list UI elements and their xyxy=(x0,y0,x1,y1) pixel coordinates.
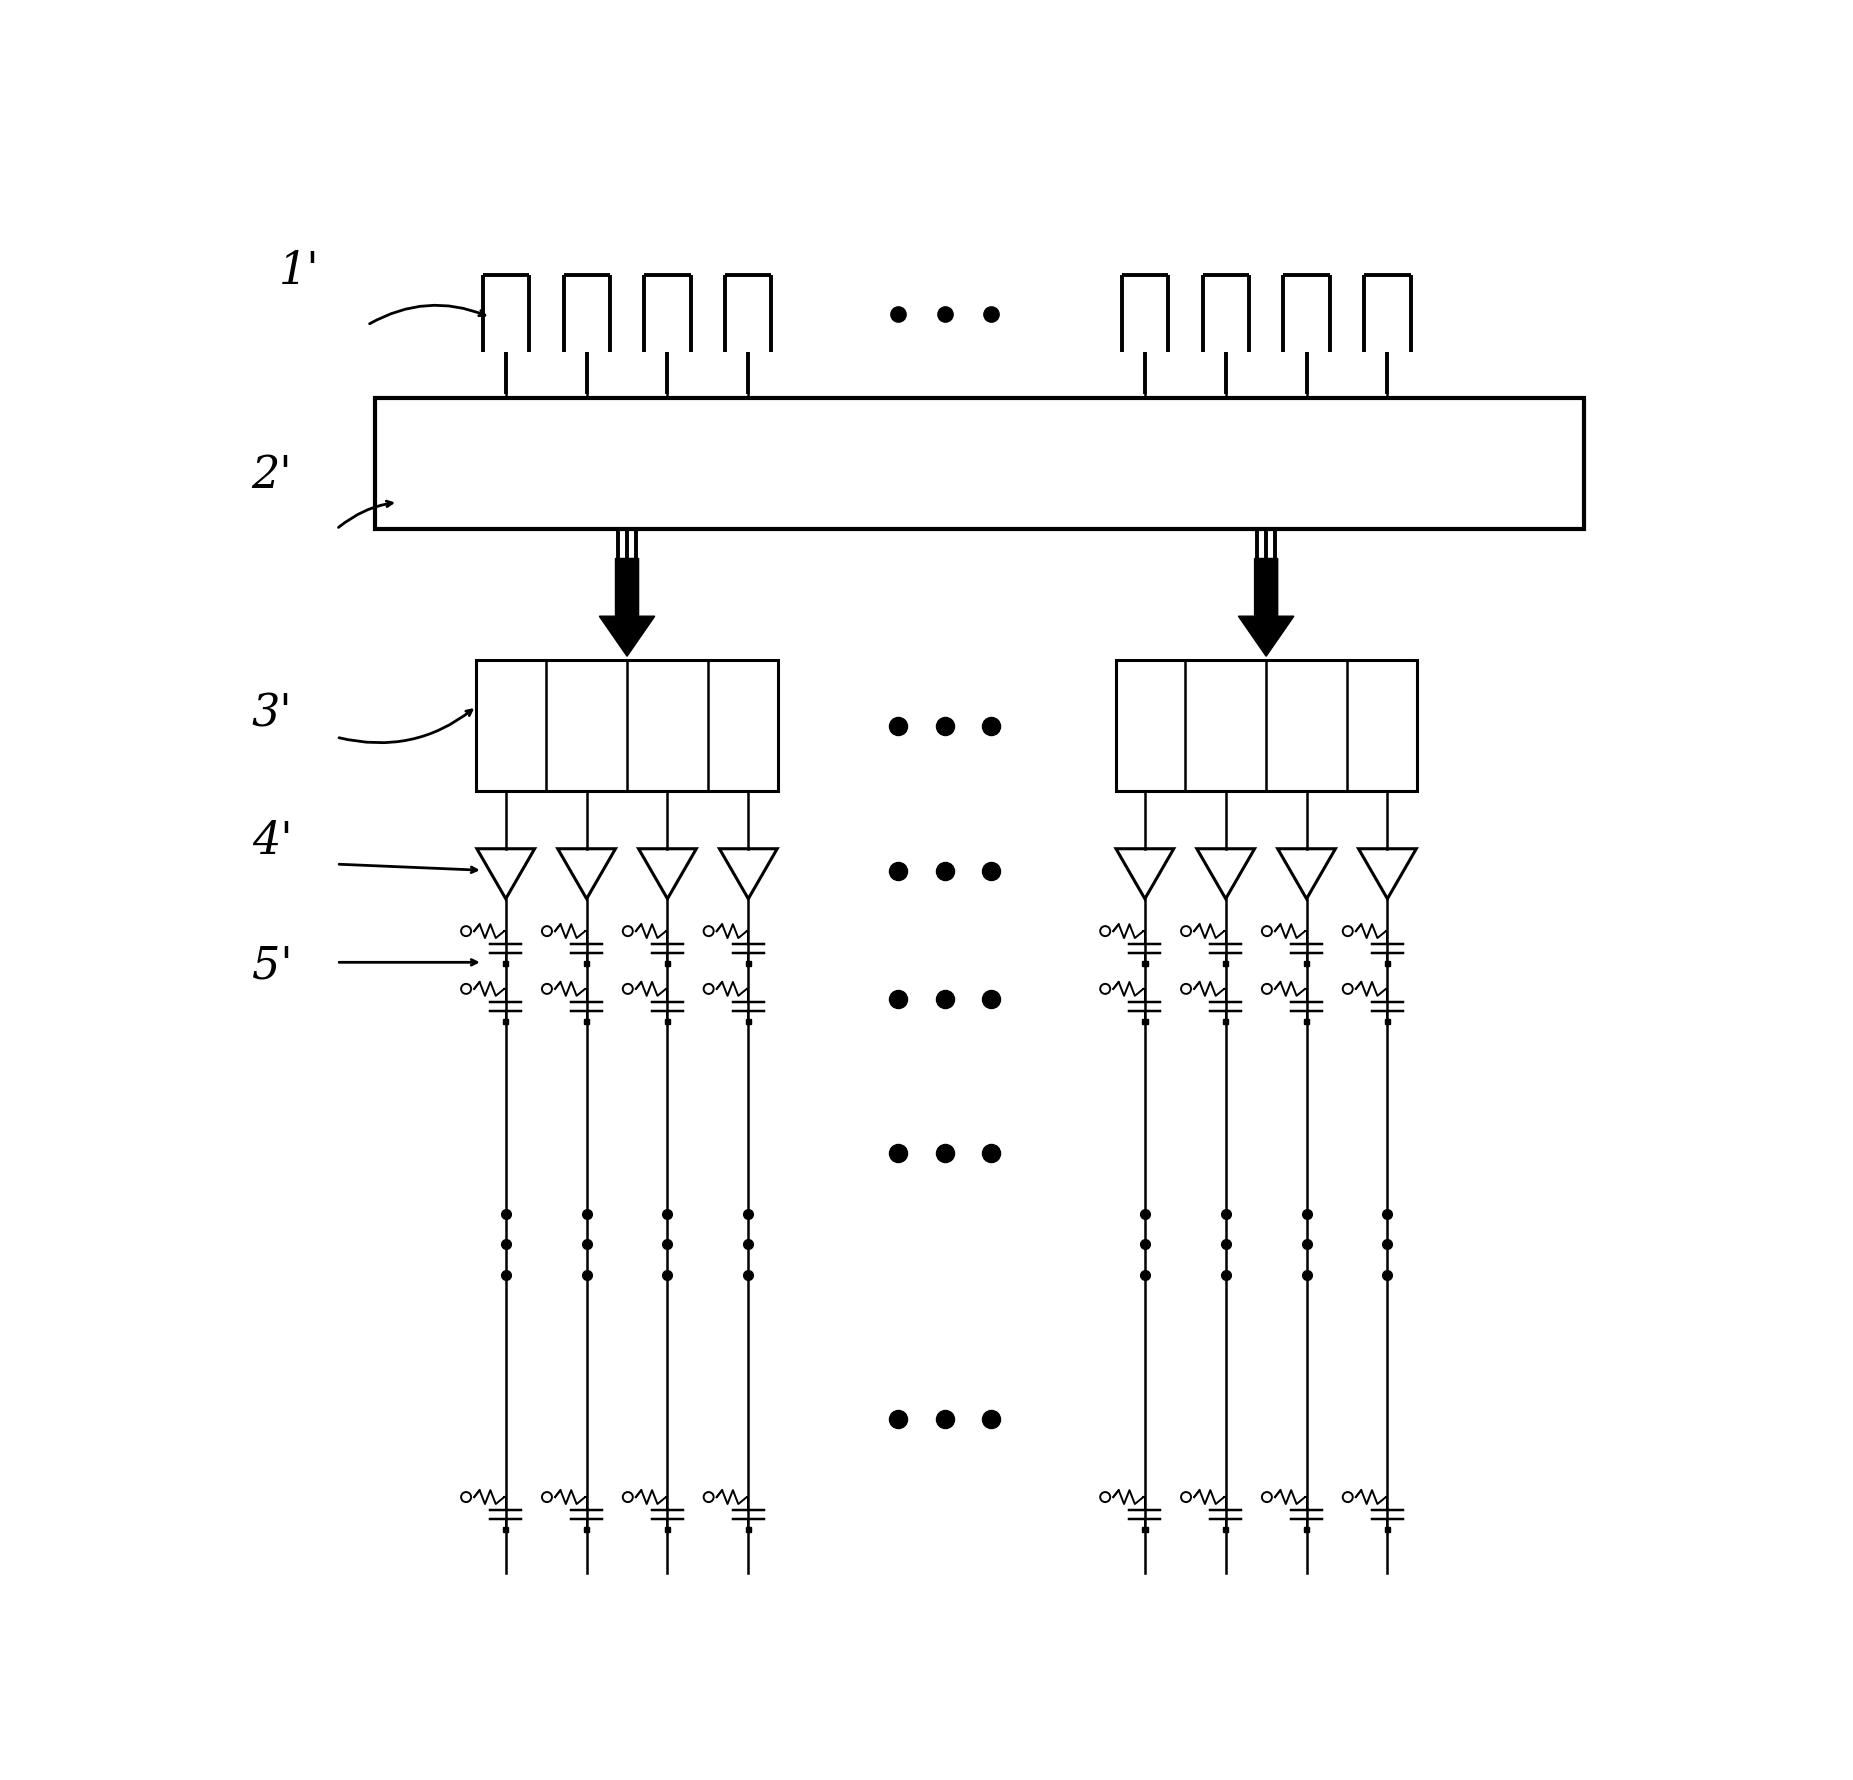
Bar xyxy=(1384,1018,1390,1024)
Text: 2': 2' xyxy=(252,454,293,497)
Bar xyxy=(745,961,750,967)
Bar xyxy=(476,660,778,792)
Bar xyxy=(1384,961,1390,967)
Bar xyxy=(584,1527,589,1533)
Text: 3': 3' xyxy=(252,692,293,735)
Bar xyxy=(1141,1527,1147,1533)
Bar xyxy=(584,1018,589,1024)
Text: 1': 1' xyxy=(278,249,319,292)
Bar xyxy=(1116,660,1418,792)
FancyArrow shape xyxy=(599,559,654,657)
Bar xyxy=(1223,1018,1229,1024)
Bar xyxy=(665,961,671,967)
Bar xyxy=(502,961,508,967)
Text: 4': 4' xyxy=(252,819,293,862)
Bar xyxy=(1223,961,1229,967)
Bar xyxy=(584,961,589,967)
Bar xyxy=(1141,961,1147,967)
Bar xyxy=(1305,1527,1310,1533)
Text: 5': 5' xyxy=(252,943,293,988)
Bar xyxy=(1223,1527,1229,1533)
Bar xyxy=(502,1018,508,1024)
Bar xyxy=(665,1527,671,1533)
Bar xyxy=(1305,961,1310,967)
Bar xyxy=(1305,1018,1310,1024)
Bar xyxy=(745,1527,750,1533)
Bar xyxy=(1141,1018,1147,1024)
FancyArrow shape xyxy=(1238,559,1293,657)
Bar xyxy=(665,1018,671,1024)
Bar xyxy=(374,399,1584,530)
Bar xyxy=(1384,1527,1390,1533)
Bar xyxy=(745,1018,750,1024)
Bar xyxy=(502,1527,508,1533)
